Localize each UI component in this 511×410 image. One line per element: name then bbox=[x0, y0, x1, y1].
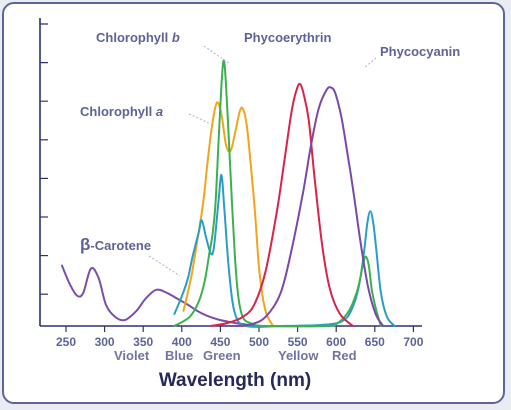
x-tick-label: 500 bbox=[249, 335, 269, 349]
x-tick-label: 550 bbox=[288, 335, 308, 349]
x-tick-label: 400 bbox=[172, 335, 192, 349]
x-axis-title: Wavelength (nm) bbox=[159, 370, 311, 391]
chart-axes bbox=[39, 18, 422, 327]
series-line-phycoerythrin bbox=[209, 82, 354, 327]
x-ticks: 250 300 350 400 450 500 550 600 650 700 bbox=[56, 326, 424, 349]
chl-a-text: Chlorophyll bbox=[80, 104, 156, 119]
series-line-carotene bbox=[61, 264, 252, 327]
band-label-green: Green bbox=[203, 348, 241, 363]
x-tick-label: 300 bbox=[95, 335, 115, 349]
band-label-blue: Blue bbox=[165, 348, 193, 363]
series-lines bbox=[61, 59, 396, 328]
series-line-chlorophyll-b bbox=[182, 101, 275, 327]
series-line-chlorophyll-a bbox=[173, 173, 396, 328]
label-leaders bbox=[148, 45, 377, 277]
absorption-spectrum-chart: 250 300 350 400 450 500 550 600 650 700 β-Caroten… bbox=[39, 18, 460, 391]
label-phycoerythrin: Phycoerythrin bbox=[244, 30, 331, 45]
x-tick-label: 250 bbox=[56, 335, 76, 349]
leader-phycocyanin bbox=[363, 57, 377, 69]
chl-a-letter: a bbox=[156, 104, 163, 119]
beta-symbol: β bbox=[80, 235, 90, 254]
label-beta-carotene: β-Carotene bbox=[80, 235, 151, 254]
y-ticks bbox=[40, 23, 48, 295]
series-line-series-3 bbox=[173, 59, 382, 328]
leader-beta-carotene bbox=[148, 255, 181, 277]
x-tick-label: 600 bbox=[326, 335, 346, 349]
label-chlorophyll-a: Chlorophyll a bbox=[80, 104, 163, 119]
band-label-yellow: Yellow bbox=[278, 348, 319, 363]
label-phycocyanin: Phycocyanin bbox=[380, 44, 460, 59]
series-line-phycocyanin bbox=[234, 86, 385, 327]
chart-frame: 250 300 350 400 450 500 550 600 650 700 β-Caroten… bbox=[2, 2, 505, 404]
label-chlorophyll-b: Chlorophyll b bbox=[96, 30, 180, 45]
beta-text: -Carotene bbox=[90, 238, 151, 253]
band-label-violet: Violet bbox=[114, 348, 150, 363]
x-tick-label: 700 bbox=[403, 335, 423, 349]
leader-chlorophyll-b bbox=[203, 45, 231, 65]
band-label-red: Red bbox=[332, 348, 357, 363]
chl-b-letter: b bbox=[172, 30, 180, 45]
x-tick-label: 650 bbox=[365, 335, 385, 349]
x-tick-label: 450 bbox=[210, 335, 230, 349]
x-tick-label: 350 bbox=[133, 335, 153, 349]
chl-b-text: Chlorophyll bbox=[96, 30, 172, 45]
leader-chlorophyll-a bbox=[188, 113, 212, 125]
